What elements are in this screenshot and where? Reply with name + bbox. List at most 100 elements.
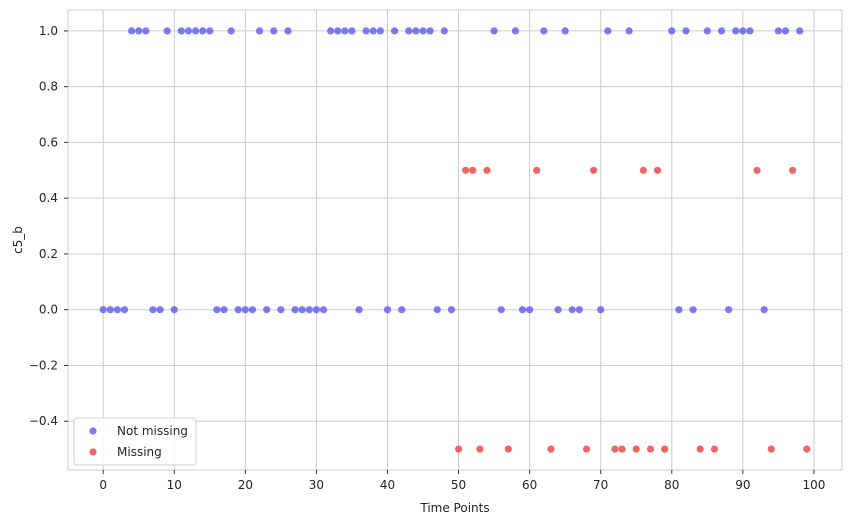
data-point-not-missing: [725, 306, 733, 314]
data-point-not-missing: [540, 27, 548, 35]
data-point-not-missing: [668, 27, 676, 35]
data-point-not-missing: [284, 27, 292, 35]
data-point-not-missing: [426, 27, 434, 35]
data-point-missing: [611, 445, 619, 453]
data-point-not-missing: [241, 306, 249, 314]
data-point-missing: [767, 445, 775, 453]
data-point-not-missing: [682, 27, 690, 35]
data-point-not-missing: [732, 27, 740, 35]
y-tick-label: −0.4: [29, 414, 58, 428]
data-point-not-missing: [106, 306, 114, 314]
data-point-missing: [653, 166, 662, 174]
data-point-not-missing: [248, 306, 257, 314]
data-point-not-missing: [518, 306, 527, 314]
data-point-not-missing: [383, 306, 392, 314]
data-point-not-missing: [263, 306, 271, 314]
data-point-not-missing: [398, 306, 406, 314]
data-point-not-missing: [341, 27, 349, 35]
data-point-not-missing: [568, 306, 576, 314]
data-point-not-missing: [703, 27, 711, 35]
data-point-not-missing: [760, 306, 768, 314]
data-point-not-missing: [447, 306, 456, 314]
data-point-not-missing: [796, 27, 804, 35]
data-point-not-missing: [511, 27, 520, 35]
data-point-not-missing: [298, 306, 306, 314]
data-point-not-missing: [490, 27, 498, 35]
x-tick-label: 80: [664, 478, 679, 492]
data-point-missing: [469, 166, 477, 174]
x-tick-label: 0: [99, 478, 107, 492]
data-point-not-missing: [440, 27, 448, 35]
data-point-missing: [753, 166, 761, 174]
x-tick-label: 70: [593, 478, 608, 492]
data-point-not-missing: [746, 27, 754, 35]
data-point-missing: [589, 166, 598, 174]
data-point-not-missing: [405, 27, 413, 35]
y-axis-label: c5_b: [11, 226, 25, 254]
data-point-missing: [462, 166, 470, 174]
plot-area: [67, 9, 843, 471]
data-point-not-missing: [369, 27, 377, 35]
data-point-not-missing: [277, 306, 285, 314]
data-point-missing: [582, 445, 591, 453]
data-point-not-missing: [319, 306, 328, 314]
y-tick-label: −0.2: [29, 358, 58, 372]
data-point-missing: [632, 445, 640, 453]
x-tick-label: 60: [522, 478, 537, 492]
data-point-not-missing: [128, 27, 136, 35]
y-tick-label: 0.6: [39, 135, 58, 149]
legend-label-missing: Missing: [117, 445, 162, 459]
data-point-not-missing: [355, 306, 363, 314]
data-point-not-missing: [774, 27, 782, 35]
data-point-not-missing: [419, 27, 427, 35]
data-point-not-missing: [312, 306, 321, 314]
data-point-not-missing: [305, 306, 313, 314]
x-tick-label: 10: [167, 478, 182, 492]
data-point-missing: [504, 445, 512, 453]
data-point-missing: [803, 445, 811, 453]
data-point-not-missing: [781, 27, 790, 35]
legend-marker-missing: [89, 448, 97, 456]
data-point-not-missing: [142, 27, 150, 35]
data-point-not-missing: [625, 27, 633, 35]
data-point-not-missing: [561, 27, 569, 35]
data-point-not-missing: [412, 27, 420, 35]
data-point-missing: [696, 445, 704, 453]
y-tick-label: 0.8: [39, 80, 58, 94]
x-tick-label: 20: [238, 478, 253, 492]
x-tick-label: 90: [735, 478, 750, 492]
data-point-missing: [454, 445, 463, 453]
legend: Not missing Missing: [73, 417, 197, 466]
data-point-not-missing: [689, 306, 697, 314]
data-points: [99, 27, 811, 453]
data-point-missing: [483, 166, 491, 174]
data-point-not-missing: [739, 27, 747, 35]
data-point-missing: [646, 445, 655, 453]
y-tick-label: 0.2: [39, 247, 58, 261]
data-point-not-missing: [575, 306, 583, 314]
data-point-missing: [710, 445, 719, 453]
data-point-not-missing: [227, 27, 235, 35]
data-point-not-missing: [526, 306, 534, 314]
data-point-not-missing: [675, 306, 683, 314]
data-point-not-missing: [348, 27, 356, 35]
data-point-not-missing: [206, 27, 214, 35]
data-point-not-missing: [220, 306, 228, 314]
data-point-not-missing: [149, 306, 157, 314]
data-point-not-missing: [234, 306, 242, 314]
data-point-not-missing: [362, 27, 370, 35]
data-point-missing: [618, 445, 626, 453]
data-point-not-missing: [597, 306, 605, 314]
data-point-not-missing: [113, 306, 121, 314]
data-point-not-missing: [170, 306, 178, 314]
data-point-not-missing: [120, 306, 129, 314]
data-point-not-missing: [199, 27, 207, 35]
data-point-missing: [661, 445, 669, 453]
data-point-not-missing: [184, 27, 193, 35]
data-point-missing: [476, 445, 484, 453]
data-point-not-missing: [270, 27, 278, 35]
data-point-not-missing: [376, 27, 384, 35]
y-tick-label: 0.0: [39, 303, 58, 317]
data-point-missing: [789, 166, 797, 174]
